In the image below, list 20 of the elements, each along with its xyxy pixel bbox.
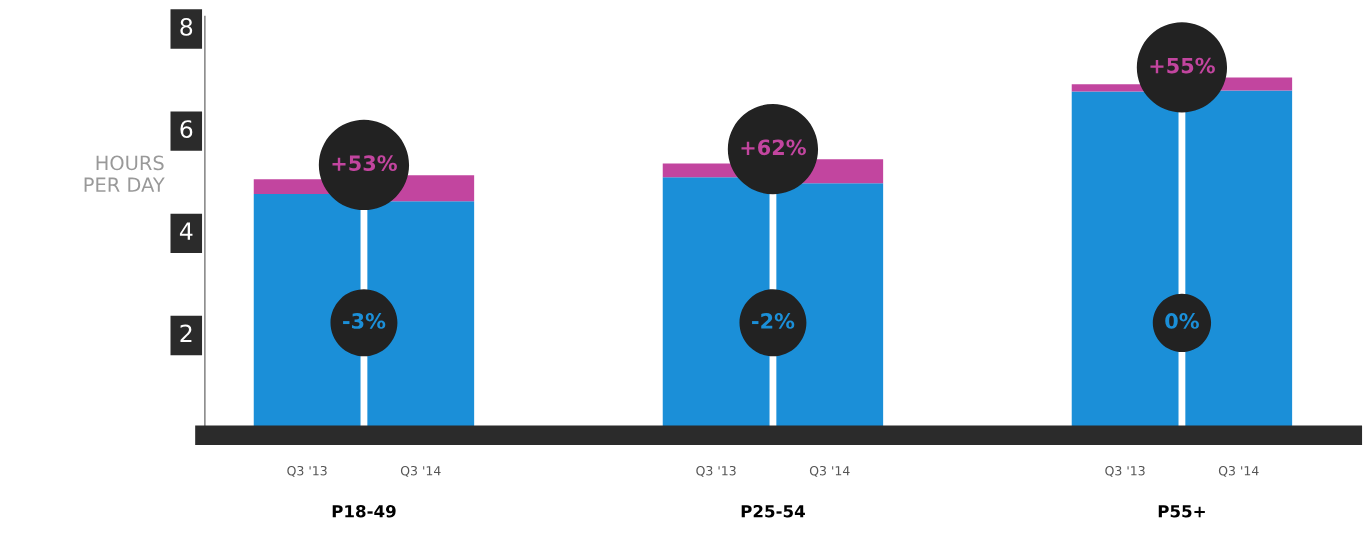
x-tick-label: Q3 '13 [1105, 465, 1145, 477]
x-tick-label: Q3 '13 [696, 465, 736, 477]
annotation: +62% [741, 139, 806, 156]
annotation: +55% [1150, 57, 1215, 74]
annotation: +53% [332, 155, 397, 172]
annotation: -2% [752, 313, 795, 329]
y-tick-label: 8 [180, 17, 193, 36]
text: P55+ [1158, 505, 1205, 518]
x-tick-label: Q3 '13 [287, 465, 327, 477]
y-tick-label: 6 [180, 120, 193, 139]
annotation: 0% [1165, 313, 1199, 329]
x-tick-label: Q3 '14 [809, 465, 850, 477]
y-tick-label: 4 [179, 222, 193, 240]
y-tick-label: 2 [180, 324, 192, 342]
annotation: -3% [343, 313, 386, 329]
text: P25-54 [741, 504, 805, 518]
y-axis-title: HOURS PER DAY [84, 155, 165, 192]
x-tick-label: Q3 '14 [1218, 465, 1259, 477]
x-tick-label: Q3 '14 [400, 465, 441, 477]
text: P18-49 [332, 504, 396, 518]
